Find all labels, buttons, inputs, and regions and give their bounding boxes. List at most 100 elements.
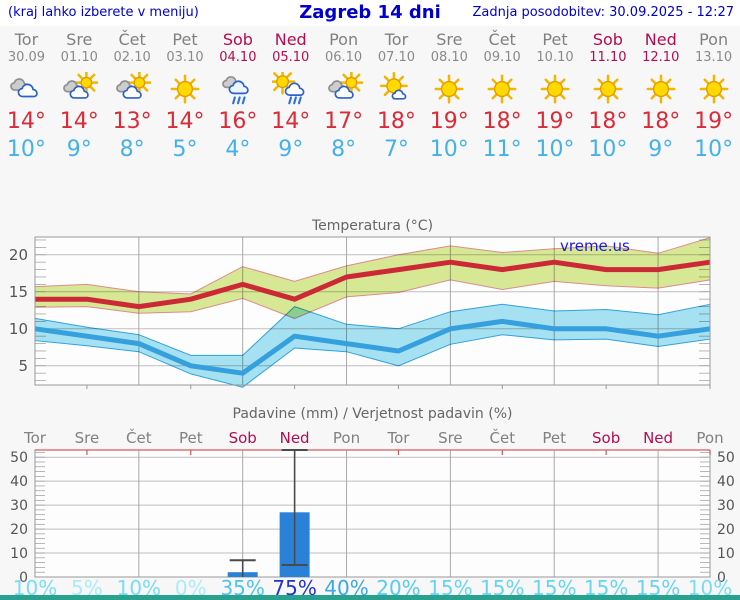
- day-column[interactable]: Sre 08.10 19° 10°: [423, 28, 476, 164]
- svg-text:Pon: Pon: [333, 429, 360, 447]
- max-temperature: 19°: [694, 109, 734, 134]
- day-column[interactable]: Ned 12.10 18° 9°: [634, 28, 687, 164]
- day-column[interactable]: Sob 04.10 16° 4°: [211, 28, 264, 164]
- day-name: Sre: [66, 30, 93, 49]
- day-column[interactable]: Pon 06.10 17° 8°: [317, 28, 370, 164]
- max-temperature: 14°: [59, 109, 99, 134]
- svg-text:Sre: Sre: [75, 429, 100, 447]
- max-temperature: 18°: [641, 109, 681, 134]
- weather-icon-sunny: [170, 74, 200, 104]
- svg-text:10: 10: [10, 546, 28, 562]
- day-date: 12.10: [642, 50, 680, 65]
- day-name: Tor: [384, 30, 409, 49]
- day-date: 10.10: [536, 50, 574, 65]
- weather-icon-partly-cloudy: [63, 72, 99, 99]
- day-date: 11.10: [589, 50, 627, 65]
- temperature-chart: Temperatura (°C) 5 10 15 20 vreme.us: [9, 218, 711, 389]
- max-temperature: 16°: [218, 109, 258, 134]
- max-temperature: 19°: [535, 109, 575, 134]
- max-temperature: 18°: [482, 109, 522, 134]
- day-name: Pon: [329, 30, 359, 49]
- day-column[interactable]: Pet 10.10 19° 10°: [529, 28, 582, 164]
- day-name: Čet: [488, 30, 516, 49]
- svg-text:Ned: Ned: [280, 429, 310, 447]
- min-temperature: 10°: [588, 137, 628, 162]
- svg-text:20: 20: [9, 246, 28, 264]
- day-name: Tor: [14, 30, 39, 49]
- min-temperature: 8°: [119, 137, 145, 162]
- svg-text:10: 10: [9, 320, 28, 338]
- day-column[interactable]: Tor 30.09 14° 10°: [0, 28, 53, 164]
- svg-text:Ned: Ned: [643, 429, 673, 447]
- max-temperature: 14°: [165, 109, 205, 134]
- weather-icon-rain: [221, 75, 249, 105]
- max-temperature: 14°: [6, 109, 46, 134]
- page-title: Zagreb 14 dni: [299, 2, 441, 23]
- svg-text:50: 50: [717, 450, 735, 466]
- day-name: Pet: [172, 30, 198, 49]
- weather-icon-cloudy: [10, 78, 39, 98]
- day-name: Sob: [222, 30, 253, 49]
- day-column[interactable]: Ned 05.10 14° 9°: [264, 28, 317, 164]
- weather-icon-sunny: [593, 74, 623, 104]
- day-date: 01.10: [60, 50, 98, 65]
- max-temperature: 17°: [324, 109, 364, 134]
- day-date: 04.10: [219, 50, 257, 65]
- day-date: 07.10: [377, 50, 416, 65]
- max-temperature: 19°: [429, 109, 469, 134]
- min-temperature: 11°: [482, 137, 522, 162]
- max-temperature: 18°: [588, 109, 628, 134]
- svg-text:20: 20: [10, 522, 28, 538]
- day-column[interactable]: Sre 01.10 14° 9°: [53, 28, 106, 164]
- day-date: 03.10: [166, 50, 204, 65]
- min-temperature: 9°: [66, 137, 92, 162]
- day-column[interactable]: Čet 09.10 18° 11°: [476, 28, 529, 164]
- day-name: Čet: [118, 30, 146, 49]
- svg-text:5: 5: [18, 357, 28, 375]
- weather-icon-sunny: [540, 74, 570, 104]
- day-name: Sob: [592, 30, 623, 49]
- svg-text:Tor: Tor: [386, 429, 410, 447]
- svg-text:Čet: Čet: [490, 428, 516, 447]
- day-date: 30.09: [7, 50, 46, 65]
- svg-text:50: 50: [10, 450, 28, 466]
- day-date: 06.10: [324, 50, 363, 65]
- watermark-link[interactable]: vreme.us: [560, 237, 630, 255]
- precipitation-chart: Padavine (mm) / Verjetnost padavin (%) To…: [10, 406, 735, 600]
- weather-icon-partly-cloudy: [116, 72, 152, 99]
- svg-text:40: 40: [10, 474, 28, 490]
- min-temperature: 9°: [648, 137, 674, 162]
- day-name: Pon: [699, 30, 729, 49]
- svg-text:Sob: Sob: [592, 429, 620, 447]
- day-column[interactable]: Pon 13.10 19° 10°: [687, 28, 740, 164]
- day-name: Pet: [542, 30, 568, 49]
- day-name: Ned: [644, 30, 677, 49]
- day-date: 02.10: [113, 50, 151, 65]
- svg-text:Pet: Pet: [179, 429, 203, 447]
- min-temperature: 10°: [694, 137, 734, 162]
- weather-icon-sunny: [699, 74, 729, 104]
- min-temperature: 8°: [331, 137, 357, 162]
- max-temperature: 13°: [112, 109, 152, 134]
- weather-icon-sunny: [434, 74, 464, 104]
- svg-text:15: 15: [9, 283, 28, 301]
- header: (kraj lahko izberete v meniju) Zagreb 14…: [0, 0, 740, 26]
- svg-text:Sre: Sre: [438, 429, 463, 447]
- weather-icon-partly-cloudy: [327, 72, 363, 99]
- day-column[interactable]: Tor 07.10 18° 7°: [370, 28, 423, 164]
- day-column[interactable]: Čet 02.10 13° 8°: [106, 28, 159, 164]
- day-date: 13.10: [694, 50, 733, 65]
- svg-text:20: 20: [717, 522, 735, 538]
- menu-hint: (kraj lahko izberete v meniju): [8, 5, 199, 20]
- day-column[interactable]: Pet 03.10 14° 5°: [159, 28, 212, 164]
- weather-icon-sun-rain: [271, 72, 305, 105]
- day-date: 08.10: [430, 50, 468, 65]
- forecast-strip: Tor 30.09 14° 10° Sre 01.10 14° 9° Čet 02.10 13° 8°…: [0, 28, 740, 164]
- svg-text:0: 0: [717, 570, 726, 586]
- weather-icon-sunny: [487, 74, 517, 104]
- min-temperature: 10°: [429, 137, 469, 162]
- footer-bar: [0, 595, 740, 600]
- day-column[interactable]: Sob 11.10 18° 10°: [581, 28, 634, 164]
- min-temperature: 9°: [278, 137, 304, 162]
